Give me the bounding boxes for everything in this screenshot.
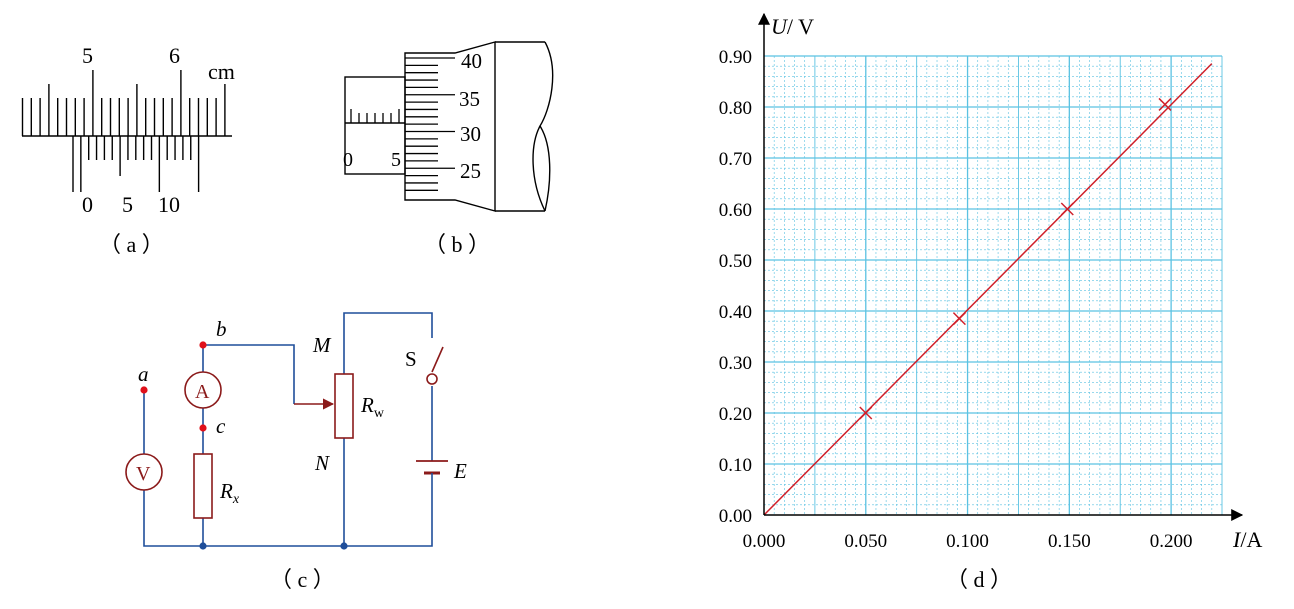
label-e: E xyxy=(453,459,467,483)
x-tick-label: 0.100 xyxy=(946,531,989,552)
label-n: N xyxy=(314,451,330,475)
sleeve-label-5: 5 xyxy=(391,149,401,171)
vernier-label-5: 5 xyxy=(122,192,133,217)
caption-d: （ d ） xyxy=(946,567,1012,592)
vernier-caliper-panel: 5 6 cm 0 5 10 （ a ） xyxy=(21,43,235,257)
fit-line xyxy=(763,63,1213,516)
ui-chart: 0.00 0.10 0.20 0.30 0.40 0.50 0.60 0.70 0.80 0.90… xyxy=(719,12,1262,592)
data-point xyxy=(1158,97,1172,111)
y-tick-label: 0.50 xyxy=(719,251,752,272)
main-label-6: 6 xyxy=(169,43,180,68)
thimble-ticks xyxy=(405,57,455,191)
y-tick-label: 0.20 xyxy=(719,404,752,425)
label-rx: Rx xyxy=(219,479,240,507)
x-tick-labels: 0.000 0.050 0.100 0.150 0.200 xyxy=(743,531,1193,552)
thimble-label-30: 30 xyxy=(460,122,481,146)
main-label-5: 5 xyxy=(82,43,93,68)
unit-label: cm xyxy=(208,59,235,84)
y-axis-label: U/ V xyxy=(771,14,814,39)
data-point xyxy=(859,406,873,420)
junction-left xyxy=(199,542,207,550)
x-tick-label: 0.150 xyxy=(1048,531,1091,552)
y-tick-label: 0.70 xyxy=(719,149,752,170)
ammeter-label: A xyxy=(195,381,210,403)
voltmeter-label: V xyxy=(136,463,151,485)
vernier-label-0: 0 xyxy=(82,192,93,217)
circuit-wires xyxy=(143,312,433,547)
data-point xyxy=(952,312,966,326)
caption-c: （ c ） xyxy=(270,567,335,592)
y-tick-label: 0.60 xyxy=(719,200,752,221)
y-tick-label: 0.00 xyxy=(719,506,752,527)
label-b: b xyxy=(216,317,227,341)
node-c xyxy=(199,424,207,432)
label-c: c xyxy=(216,414,226,438)
data-point xyxy=(1060,202,1074,216)
caption-b: （ b ） xyxy=(424,232,490,257)
junction-right xyxy=(340,542,348,550)
chart-series xyxy=(763,63,1213,516)
y-tick-label: 0.80 xyxy=(719,98,752,119)
resistor-rx xyxy=(193,453,213,519)
x-tick-label: 0.200 xyxy=(1150,531,1193,552)
label-m: M xyxy=(312,333,332,357)
ammeter xyxy=(184,371,222,409)
vernier-label-10: 10 xyxy=(158,192,180,217)
x-axis-label: I/A xyxy=(1232,527,1262,552)
y-tick-label: 0.40 xyxy=(719,302,752,323)
rheostat-rw xyxy=(334,373,354,439)
ratchet-curve-inner xyxy=(539,125,551,212)
x-tick-label: 0.050 xyxy=(844,531,887,552)
y-tick-label: 0.30 xyxy=(719,353,752,374)
switch-contact xyxy=(426,373,438,385)
label-a: a xyxy=(138,362,149,386)
y-tick-labels: 0.00 0.10 0.20 0.30 0.40 0.50 0.60 0.70 0.80 0.90 xyxy=(719,47,752,527)
switch-blade xyxy=(431,346,444,373)
thimble-label-40: 40 xyxy=(461,49,482,73)
sleeve-ticks xyxy=(350,109,400,123)
label-rw: Rw xyxy=(360,393,385,421)
circuit-panel: V A a b c Rx Rw M N S E （ c ） xyxy=(125,312,467,592)
chart-grid xyxy=(764,55,1223,515)
caption-a: （ a ） xyxy=(99,232,164,257)
label-s: S xyxy=(405,347,417,371)
x-tick-label: 0.000 xyxy=(743,531,786,552)
vernier-scale-ticks xyxy=(72,136,200,192)
y-tick-label: 0.10 xyxy=(719,455,752,476)
node-b xyxy=(199,341,207,349)
micrometer-panel: 0 5 40 35 30 25 （ b ） xyxy=(343,41,554,257)
node-a xyxy=(140,386,148,394)
thimble-label-35: 35 xyxy=(459,87,480,111)
y-tick-label: 0.90 xyxy=(719,47,752,68)
main-scale-ticks xyxy=(21,70,226,136)
thimble-label-25: 25 xyxy=(460,159,481,183)
sleeve-label-0: 0 xyxy=(343,149,353,171)
voltmeter xyxy=(125,453,163,491)
